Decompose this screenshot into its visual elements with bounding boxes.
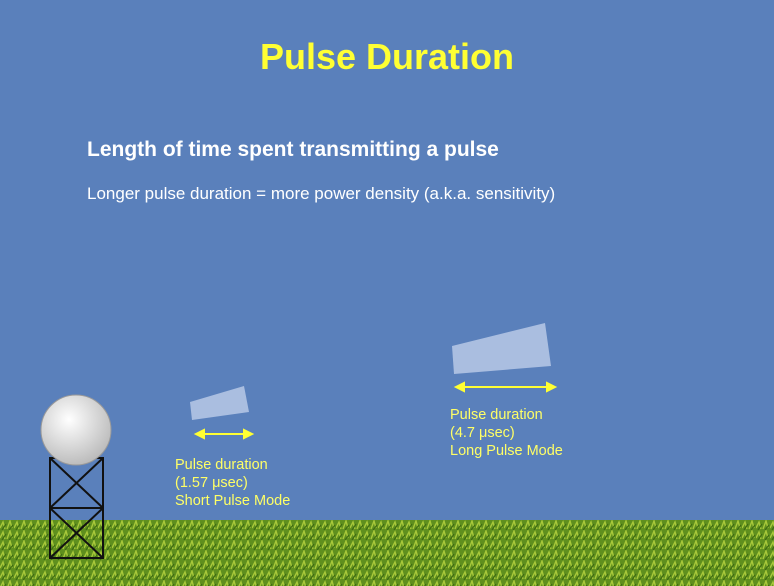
label-line: (1.57 μsec) (175, 475, 248, 491)
label-line: Short Pulse Mode (175, 493, 291, 509)
long-pulse (452, 323, 551, 374)
arrows (193, 381, 558, 440)
radar-tower (49, 457, 104, 559)
grass (0, 520, 774, 586)
subtitle: Length of time spent transmitting a puls… (87, 138, 499, 161)
title: Pulse Duration (259, 36, 515, 77)
radar-dome (40, 394, 112, 466)
label-line: Pulse duration (450, 407, 543, 423)
short-pulse (190, 386, 249, 420)
label-line: (4.7 μsec) (450, 425, 515, 441)
label-line: Pulse duration (175, 457, 268, 473)
long-pulse-label: Pulse duration (4.7 μsec) Long Pulse Mod… (450, 406, 563, 460)
label-line: Long Pulse Mode (450, 443, 563, 459)
body-text: Longer pulse duration = more power densi… (87, 184, 556, 203)
short-pulse-label: Pulse duration (1.57 μsec) Short Pulse M… (175, 456, 290, 510)
